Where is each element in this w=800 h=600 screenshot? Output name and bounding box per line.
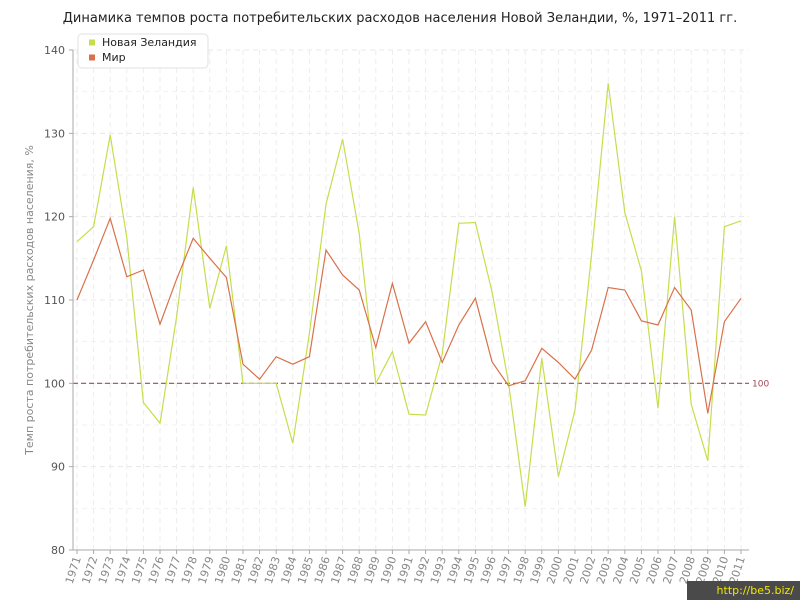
y-tick-label: 100 [44,377,65,390]
y-tick-label: 90 [51,461,65,474]
chart-title: Динамика темпов роста потребительских ра… [63,11,737,26]
legend-entry-0: Новая Зеландия [102,36,197,49]
y-axis-label: Темп роста потребительских расходов насе… [23,145,36,456]
y-ticks: 80 90 100 110 120 130 140 [44,44,73,557]
watermark: http://be5.biz/ [686,581,800,600]
y-tick-label: 110 [44,294,65,307]
x-ticks: 1971197219731974197519761977197819791980… [63,550,748,586]
legend: Новая Зеландия Мир [77,33,209,69]
legend-marker-0 [89,39,95,46]
y-tick-label: 140 [44,44,65,57]
legend-entry-1: Мир [102,51,126,64]
legend-box [77,33,209,69]
y-tick-label: 130 [44,127,65,140]
legend-marker-1 [89,54,95,61]
reference-line-label: 100 [752,379,769,389]
y-tick-label: 120 [44,211,65,224]
series-line-1 [76,216,742,414]
series-layer [76,83,742,507]
grid [73,49,749,550]
y-tick-label: 80 [51,544,65,557]
reference-line: 100 [73,379,769,389]
series-line-0 [76,83,742,507]
